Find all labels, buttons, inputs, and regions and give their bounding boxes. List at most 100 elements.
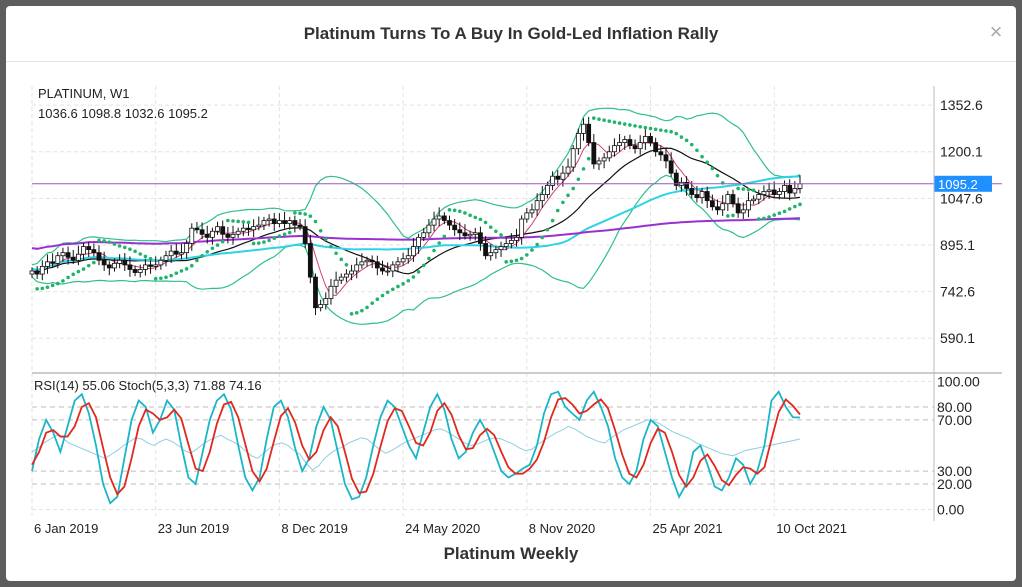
modal-title: Platinum Turns To A Buy In Gold-Led Infl…: [303, 24, 719, 43]
candle-body: [142, 264, 148, 270]
sar-dot: [200, 254, 204, 258]
sar-dot: [262, 240, 266, 244]
sar-dot: [298, 211, 302, 216]
candle-body: [297, 224, 303, 228]
candle-body: [256, 224, 262, 228]
oscillator-title: RSI(14) 55.06 Stoch(5,3,3) 71.88 74.16: [34, 378, 262, 393]
sar-dot: [107, 240, 112, 244]
sar-dot: [215, 243, 220, 247]
candle-body: [586, 123, 592, 143]
candle-body: [230, 233, 236, 238]
chart-svg: 1095.2 PLATINUM, W1 1036.6 1098.8 1032.6…: [22, 76, 1002, 536]
price-tick-label: 590.1: [940, 330, 975, 346]
sar-dot: [391, 287, 395, 292]
sar-dot: [509, 259, 514, 264]
sar-dot: [360, 308, 364, 313]
candle-body: [514, 236, 519, 241]
candle-body: [545, 184, 550, 195]
sar-dot: [437, 241, 441, 245]
candle-body: [163, 255, 169, 261]
price-tick-label: 895.1: [940, 237, 975, 253]
sar-dot: [581, 167, 586, 171]
chart-caption: Platinum Weekly: [443, 544, 579, 563]
sar-dot: [226, 218, 230, 223]
candle-body: [251, 226, 257, 231]
ma-slow-line: [31, 217, 801, 250]
sar-dot: [488, 225, 493, 229]
sar-dot: [334, 251, 338, 256]
sar-dot: [272, 236, 277, 241]
candle-body: [173, 250, 179, 255]
sar-dot: [189, 263, 194, 268]
candle-body: [792, 188, 798, 194]
candle-body: [55, 255, 61, 264]
sar-dot: [318, 228, 323, 233]
sar-dot: [447, 208, 452, 212]
sar-dot: [277, 234, 282, 238]
sar-dot: [195, 258, 199, 263]
candle-body: [39, 266, 45, 275]
bollinger-upper: [31, 107, 801, 266]
sar-dot: [684, 138, 689, 143]
sar-dot: [153, 276, 158, 281]
candle-body: [158, 259, 164, 266]
sar-dot: [633, 124, 637, 128]
chart-area: 1095.2 PLATINUM, W1 1036.6 1098.8 1032.6…: [22, 76, 1002, 541]
sar-dot: [365, 305, 369, 310]
candle-body: [596, 160, 602, 165]
candle-body: [653, 142, 659, 153]
candle-body: [194, 227, 200, 231]
candle-body: [349, 270, 354, 275]
sar-dot: [478, 217, 483, 222]
candle-body: [457, 229, 463, 234]
candle-body: [45, 261, 50, 267]
price-panel-title: PLATINUM, W1: [38, 86, 130, 101]
candle-body: [261, 220, 267, 226]
candle-body: [338, 276, 344, 281]
candle-body: [709, 200, 715, 208]
sar-dot: [545, 227, 550, 232]
sar-dot: [143, 254, 148, 259]
sar-dot: [530, 248, 534, 252]
sar-dot: [674, 131, 679, 136]
candle-body: [581, 123, 586, 134]
candle-body: [746, 200, 751, 211]
sar-dot: [138, 252, 143, 256]
candle-body: [539, 194, 545, 202]
candle-body: [606, 151, 612, 159]
sar-dot: [525, 253, 529, 257]
sar-dot: [798, 202, 802, 207]
sar-dot: [726, 214, 730, 218]
candle-body: [617, 142, 622, 147]
candle-body: [266, 218, 272, 221]
candle-body: [287, 220, 293, 225]
sar-dot: [50, 283, 55, 288]
sar-dot: [92, 260, 96, 265]
candle-body: [112, 262, 117, 269]
candle-body: [277, 220, 282, 225]
close-icon[interactable]: ×: [989, 19, 1003, 44]
sar-dot: [643, 125, 648, 130]
sar-dot: [751, 188, 756, 193]
sar-dot: [81, 267, 86, 271]
sar-dot: [344, 262, 349, 267]
ma-fast-line: [31, 142, 801, 297]
candle-body: [307, 243, 313, 278]
candle-body: [374, 261, 380, 269]
candle-body: [735, 203, 741, 214]
candle-body: [740, 209, 746, 214]
candle-body: [720, 203, 726, 211]
sar-dot: [483, 220, 488, 225]
candle-body: [132, 269, 138, 273]
sar-dot: [597, 117, 601, 121]
sar-dot: [174, 271, 179, 275]
last-price-tag: [934, 175, 992, 192]
sar-dot: [380, 293, 385, 298]
sar-dot: [375, 297, 380, 302]
sar-dot: [45, 285, 50, 290]
sar-dot: [452, 208, 457, 213]
sar-dot: [777, 211, 782, 216]
candle-body: [658, 151, 664, 156]
candle-body: [441, 215, 447, 221]
candle-body: [148, 264, 153, 267]
